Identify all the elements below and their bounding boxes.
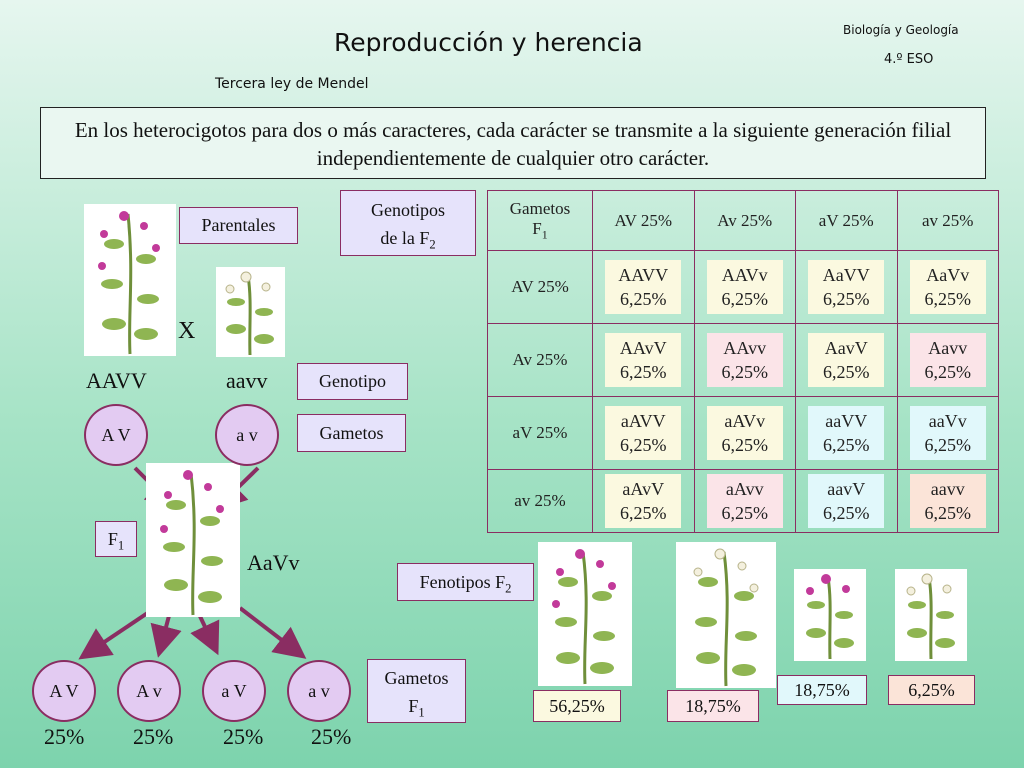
- punnett-cell: AAVV 6,25%: [605, 260, 682, 314]
- arrow-icon: [78, 608, 154, 660]
- f1-gamete-pct: 25%: [223, 724, 264, 749]
- f1-gamete-circle: A V: [32, 660, 96, 722]
- punnett-cell: aavv 6,25%: [909, 474, 986, 528]
- punnett-cell: aavV 6,25%: [808, 474, 885, 528]
- f1-gamete-circle: a v: [287, 660, 351, 722]
- punnett-cell: AAVv 6,25%: [706, 260, 783, 314]
- page-title: Reproducción y herencia: [334, 28, 643, 57]
- course-level: 4.º ESO: [884, 52, 934, 67]
- phenotype-pct: 56,25%: [533, 690, 621, 722]
- parent1-genotype: AAVV: [86, 368, 147, 393]
- f1-label: F1: [95, 521, 137, 557]
- punnett-row-header: AV 25%: [487, 250, 593, 324]
- arrow-icon: [150, 611, 182, 658]
- punnett-cell: Aavv 6,25%: [909, 333, 986, 387]
- punnett-row-header: aV 25%: [487, 396, 593, 470]
- punnett-col-header: Av 25%: [693, 190, 796, 251]
- f1-gamete-circle: A v: [117, 660, 181, 722]
- punnett-col-header: AV 25%: [592, 190, 695, 251]
- pea-plant-icon: [538, 542, 632, 686]
- punnett-cell: aAvv 6,25%: [706, 474, 783, 528]
- f1-gamete-circle: a V: [202, 660, 266, 722]
- f1-gamete-pct: 25%: [133, 724, 174, 749]
- pea-plant-icon: [794, 569, 866, 661]
- punnett-cell: AaVv 6,25%: [909, 260, 986, 314]
- punnett-table: Gametos F1 AV 25% Av 25% aV 25% av 25% A…: [487, 190, 999, 533]
- punnett-cell: AavV 6,25%: [808, 333, 885, 387]
- pea-plant-icon: [676, 542, 776, 688]
- genotipos-f2-label: Genotipos de la F2: [340, 190, 476, 256]
- punnett-cell: aAVV 6,25%: [605, 406, 682, 460]
- punnett-row-header: Av 25%: [487, 323, 593, 397]
- genotipo-label: Genotipo: [297, 363, 408, 400]
- phenotype-pct: 6,25%: [888, 675, 975, 705]
- parent1-gamete: A V: [84, 404, 148, 466]
- punnett-row-header: av 25%: [487, 469, 593, 533]
- gametos-label: Gametos: [297, 414, 406, 452]
- punnett-col-header: aV 25%: [795, 190, 898, 251]
- pea-plant-icon: [895, 569, 967, 661]
- punnett-cell: aaVV 6,25%: [808, 406, 885, 460]
- pea-plant-icon: [146, 463, 240, 617]
- cross-symbol: X: [178, 318, 196, 344]
- fenotipos-f2-label: Fenotipos F2: [397, 563, 534, 601]
- punnett-col-header: av 25%: [896, 190, 999, 251]
- punnett-cell: aaVv 6,25%: [909, 406, 986, 460]
- parent2-genotype: aavv: [226, 368, 268, 393]
- punnett-corner: Gametos F1: [487, 190, 593, 251]
- punnett-cell: AAvv 6,25%: [706, 333, 783, 387]
- phenotype-pct: 18,75%: [777, 675, 867, 705]
- page-subtitle: Tercera ley de Mendel: [215, 76, 369, 92]
- arrow-icon: [238, 606, 307, 659]
- punnett-cell: AaVV 6,25%: [808, 260, 885, 314]
- pea-plant-icon: [84, 204, 176, 356]
- f1-genotype: AaVv: [247, 550, 300, 575]
- pea-plant-icon: [216, 267, 285, 357]
- f1-gamete-pct: 25%: [311, 724, 352, 749]
- parent2-gamete: a v: [215, 404, 279, 466]
- course-subject: Biología y Geología: [843, 23, 959, 37]
- punnett-cell: AAvV 6,25%: [605, 333, 682, 387]
- punnett-cell: aAvV 6,25%: [605, 474, 682, 528]
- f1-gamete-pct: 25%: [44, 724, 85, 749]
- punnett-cell: aAVv 6,25%: [706, 406, 783, 460]
- arrow-icon: [190, 611, 220, 656]
- phenotype-pct: 18,75%: [667, 690, 759, 722]
- gametos-f1-label: Gametos F1: [367, 659, 466, 723]
- parentales-label: Parentales: [179, 207, 298, 244]
- law-statement: En los heterocigotos para dos o más cara…: [40, 107, 986, 179]
